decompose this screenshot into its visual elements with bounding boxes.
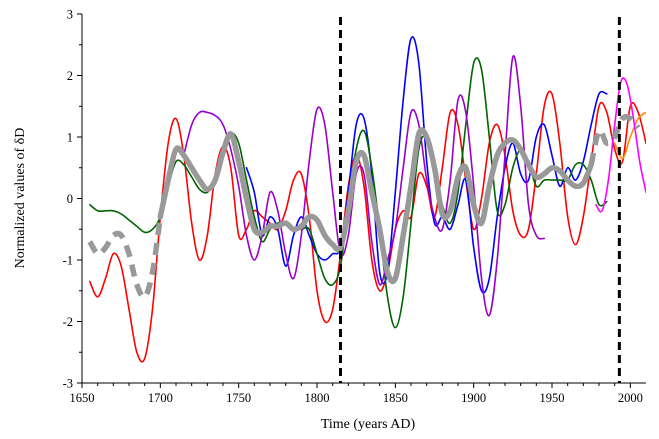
y-tick-label: 1 <box>67 131 73 145</box>
y-tick-label: 0 <box>67 192 73 206</box>
x-tick-label: 1700 <box>148 391 173 405</box>
series-line-6 <box>87 216 164 300</box>
x-tick-label: 1950 <box>540 391 565 405</box>
x-tick-label: 1750 <box>226 391 251 405</box>
x-tick-label: 1650 <box>70 391 95 405</box>
x-tick-label: 1850 <box>383 391 408 405</box>
y-axis-title: Normalized values of δD <box>13 128 28 269</box>
x-tick-label: 1900 <box>461 391 486 405</box>
y-tick-label: -3 <box>63 377 73 391</box>
x-tick-label: 2000 <box>618 391 643 405</box>
y-tick-label: -2 <box>63 315 73 329</box>
x-axis-title: Time (years AD) <box>321 417 416 432</box>
series-line-3 <box>183 55 545 317</box>
series-line-7 <box>157 127 594 285</box>
series-line-0 <box>89 90 646 363</box>
y-tick-label: 3 <box>67 8 73 22</box>
y-tick-label: -1 <box>63 254 73 268</box>
x-tick-label: 1800 <box>305 391 330 405</box>
series-line-4 <box>613 111 646 160</box>
axes: 1650 1700 1750 1800 1850 1900 1950 2000 -3 -2 -1 0 1… <box>63 8 646 405</box>
series-line-5 <box>595 77 646 213</box>
series-line-1 <box>245 36 608 294</box>
y-tick-label: 2 <box>67 69 73 83</box>
series-line-8 <box>588 114 641 166</box>
plot-area <box>87 17 646 383</box>
